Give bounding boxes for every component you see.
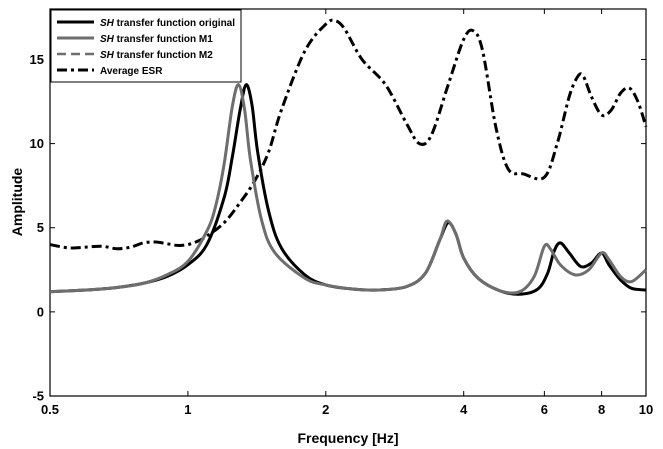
legend-label-original-italic: SH [100,18,115,29]
series-esr-line [49,18,648,251]
x-tick-label-2: 2 [322,402,329,417]
legend-label-m2-rest: transfer function M2 [114,50,213,61]
series-m2-line [49,83,647,295]
y-tick-label-0: -5 [32,389,44,404]
x-tick-label-5: 8 [598,402,605,417]
series-group [49,18,648,296]
legend-entry-m2: SH transfer function M2 [57,50,213,61]
legend-label-original-rest: transfer function original [114,18,235,29]
legend-entry-m1: SH transfer function M1 [57,34,213,45]
y-tick-label-1: 0 [37,304,44,319]
x-axis-label: Frequency [Hz] [297,430,398,446]
legend-label-m1-rest: transfer function M1 [114,34,213,45]
svg-text:SH transfer function original: SH transfer function original [100,18,235,29]
y-tick-label-2: 5 [37,220,44,235]
legend-label-m2-italic: SH [100,50,115,61]
legend-entry-original: SH transfer function original [57,18,235,29]
y-tick-label-3: 10 [30,136,44,151]
legend-label-m1-italic: SH [100,34,115,45]
legend-label-esr: Average ESR [100,66,163,77]
legend: SH transfer function original SH transfe… [50,9,242,83]
x-tick-label-6: 10 [639,402,653,417]
svg-text:SH transfer function M2: SH transfer function M2 [100,50,213,61]
axis-ticks: 0.5 1 2 4 6 8 10 -5 0 5 10 15 [30,9,653,417]
legend-entry-esr: Average ESR [57,66,163,77]
svg-text:Average ESR: Average ESR [100,66,163,77]
y-axis-label: Amplitude [9,168,25,237]
x-tick-label-1: 1 [184,402,191,417]
x-tick-label-0: 0.5 [41,402,59,417]
x-tick-label-3: 4 [460,402,468,417]
y-tick-label-4: 15 [30,52,44,67]
svg-text:SH transfer function M1: SH transfer function M1 [100,34,213,45]
x-tick-label-4: 6 [541,402,548,417]
